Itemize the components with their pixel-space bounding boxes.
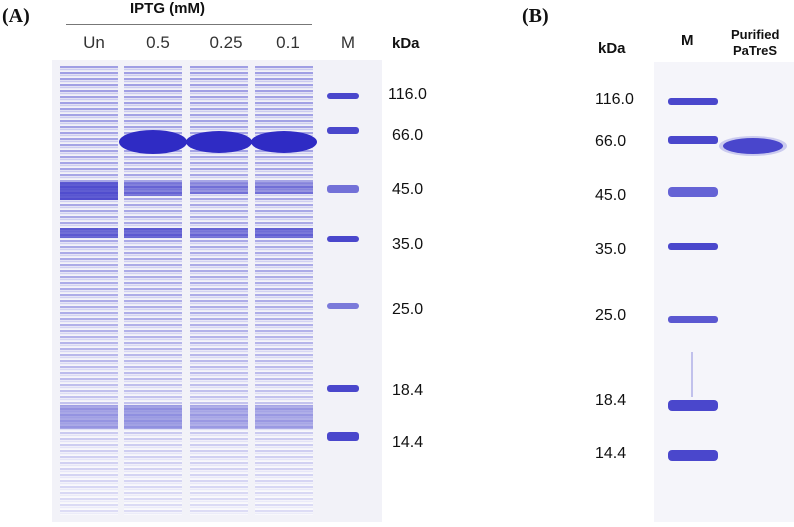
mw-label-a-25: 25.0: [392, 301, 424, 318]
lane-label-0-5: 0.5: [146, 33, 170, 52]
purified-label-line2: PaTreS: [733, 43, 778, 58]
purified-lane: [719, 136, 787, 156]
mw-label-a-14-4: 14.4: [392, 434, 424, 451]
gel-a-svg: [60, 65, 359, 515]
lane-label-0-1: 0.1: [276, 33, 300, 52]
purified-label-line1: Purified: [731, 27, 780, 42]
panel-a-label: (A): [2, 5, 30, 27]
mw-label-a-116: 116.0: [388, 86, 427, 103]
mw-label-b-45: 45.0: [595, 187, 627, 204]
gel-b-svg: [668, 98, 787, 461]
kda-label-b: kDa: [598, 40, 626, 57]
iptg-bracket-line: [66, 24, 312, 25]
lane-label-0-25: 0.25: [209, 33, 243, 52]
mw-label-b-66: 66.0: [595, 133, 627, 150]
mw-label-b-25: 25.0: [595, 307, 627, 324]
gel-image-b: [654, 62, 794, 522]
mw-label-b-35: 35.0: [595, 241, 627, 258]
kda-label-a: kDa: [392, 35, 420, 52]
marker-lane-label-b: M: [681, 32, 694, 49]
gel-image-a: [52, 60, 382, 522]
iptg-header: IPTG (mM): [130, 0, 205, 17]
mw-label-a-18-4: 18.4: [392, 382, 424, 399]
lane-label-un: Un: [83, 33, 105, 52]
panel-b-label: (B): [522, 5, 549, 27]
mw-label-a-66: 66.0: [392, 127, 424, 144]
lane-0-1: [251, 65, 317, 515]
marker-lane-b: [668, 98, 718, 461]
mw-label-b-116: 116.0: [595, 91, 634, 108]
lane-0-5: [119, 65, 187, 515]
mw-label-a-45: 45.0: [392, 181, 424, 198]
marker-lane-label-a: M: [340, 33, 356, 52]
lane-un: [60, 65, 118, 515]
mw-label-b-14-4: 14.4: [595, 445, 627, 462]
mw-label-b-18-4: 18.4: [595, 392, 627, 409]
mw-label-a-35: 35.0: [392, 236, 424, 253]
lane-0-25: [186, 65, 252, 515]
marker-lane-a: [327, 93, 359, 441]
